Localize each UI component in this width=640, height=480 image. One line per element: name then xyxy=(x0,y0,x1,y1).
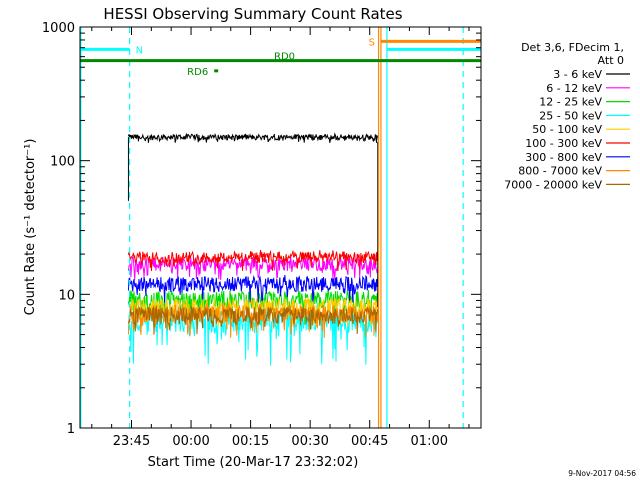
flag-label-3: RD6 xyxy=(187,67,208,78)
flag-label-1: N xyxy=(136,45,143,56)
axes-layer: 23:45 00:00 00:15 00:30 00:45 01:00 1 10 100 1000 xyxy=(42,21,481,449)
series-line-8 xyxy=(127,303,379,339)
y-tick-label-1: 1 xyxy=(67,422,75,437)
series-line-7 xyxy=(127,274,379,303)
legend-entry-label-8: 800 - 7000 keV xyxy=(518,165,602,178)
plot-frame xyxy=(79,26,482,429)
series-line-6 xyxy=(127,249,379,272)
x-tick-label-3: 00:15 xyxy=(232,434,269,449)
legend-entry-label-7: 300 - 800 keV xyxy=(525,151,602,164)
x-tick-label-6: 01:00 xyxy=(411,434,448,449)
legend-entry-label-1: 3 - 6 keV xyxy=(553,68,602,81)
series-line-9 xyxy=(127,305,379,335)
flag-label-2: RD0 xyxy=(274,52,295,63)
legend-entry-label-5: 50 - 100 keV xyxy=(532,123,602,136)
y-tick-label-3: 100 xyxy=(50,155,75,170)
legend-entry-label-2: 6 - 12 keV xyxy=(546,82,602,95)
series-layer xyxy=(127,132,379,366)
x-tick-label-1: 23:45 xyxy=(113,434,150,449)
x-tick-label-4: 00:30 xyxy=(291,434,328,449)
chart-title: HESSI Observing Summary Count Rates xyxy=(103,5,402,23)
legend-entry-label-4: 25 - 50 keV xyxy=(539,109,602,122)
y-tick-label-2: 10 xyxy=(58,288,75,303)
x-tick-label-5: 00:45 xyxy=(351,434,388,449)
markers-layer: N RD0 RD6 S xyxy=(80,27,481,428)
x-tick-label-2: 00:00 xyxy=(172,434,209,449)
y-axis-label: Count Rate (s⁻¹ detector⁻¹) xyxy=(23,139,38,316)
footer-timestamp: 9-Nov-2017 04:56 xyxy=(568,469,636,478)
x-axis-label: Start Time (20-Mar-17 23:32:02) xyxy=(148,455,359,470)
legend-entry-label-9: 7000 - 20000 keV xyxy=(504,178,602,191)
legend-header-line-1: Det 3,6, FDecim 1, xyxy=(521,41,624,54)
legend-entry-label-3: 12 - 25 keV xyxy=(539,96,602,109)
legend-header-line-2: Att 0 xyxy=(598,54,624,67)
y-tick-label-4: 1000 xyxy=(42,21,75,36)
flag-label-4: S xyxy=(369,37,375,48)
legend-entry-label-6: 100 - 300 keV xyxy=(525,137,602,150)
series-line-1 xyxy=(127,132,379,143)
